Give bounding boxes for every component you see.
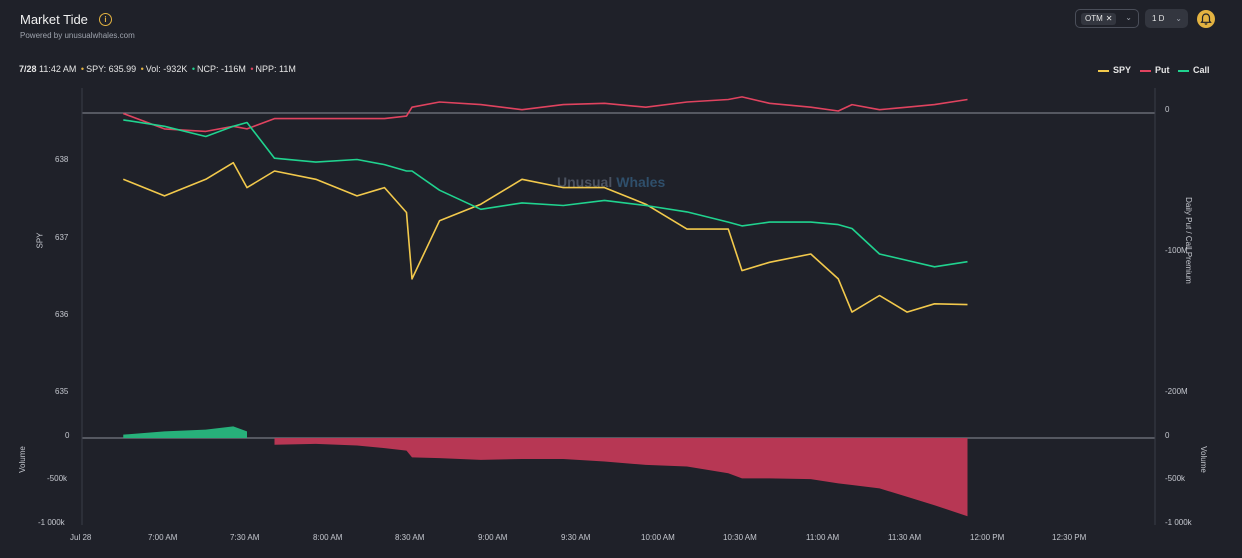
range-label: 1 D bbox=[1152, 14, 1165, 23]
premium-tick: 0 bbox=[1165, 105, 1170, 114]
time-tick: 11:30 AM bbox=[888, 533, 922, 542]
time-tick: 10:30 AM bbox=[723, 533, 757, 542]
volume-negative-area bbox=[274, 438, 968, 517]
info-icon[interactable]: i bbox=[99, 13, 112, 26]
otm-filter-tag[interactable]: OTM ✕ bbox=[1081, 13, 1117, 25]
chevron-down-icon: ⌄ bbox=[1175, 14, 1182, 23]
time-tick: 12:00 PM bbox=[970, 533, 1005, 542]
range-select[interactable]: 1 D ⌄ bbox=[1145, 9, 1188, 28]
volume-tick-left: -1 000k bbox=[38, 518, 65, 527]
legend-swatch-call bbox=[1178, 69, 1189, 72]
legend-label-put: Put bbox=[1155, 65, 1170, 75]
otm-filter-select[interactable]: OTM ✕ ⌄ bbox=[1075, 9, 1139, 28]
volume-tick-left: -500k bbox=[47, 474, 68, 483]
time-tick: 12:30 PM bbox=[1052, 533, 1087, 542]
legend-spy[interactable]: SPY bbox=[1098, 65, 1131, 75]
spy-tick: 638 bbox=[55, 155, 69, 164]
time-tick: 8:30 AM bbox=[395, 533, 425, 542]
volume-tick-left: 0 bbox=[65, 431, 70, 440]
bell-icon bbox=[1200, 13, 1212, 25]
time-tick: 9:30 AM bbox=[561, 533, 591, 542]
time-tick: 7:30 AM bbox=[230, 533, 260, 542]
premium-tick: -100M bbox=[1165, 246, 1188, 255]
status-ncp: NCP: -116M bbox=[197, 64, 246, 74]
premium-tick: -200M bbox=[1165, 387, 1188, 396]
spy-tick: 637 bbox=[55, 233, 69, 242]
legend-label-spy: SPY bbox=[1113, 65, 1132, 75]
series-line-call bbox=[123, 119, 968, 268]
watermark: Unusual Whales bbox=[557, 174, 665, 190]
legend-label-call: Call bbox=[1193, 65, 1210, 75]
status-date: 7/28 bbox=[19, 64, 37, 74]
close-icon[interactable]: ✕ bbox=[1105, 14, 1113, 23]
status-clock: 11:42 AM bbox=[39, 64, 77, 74]
time-tick: 11:00 AM bbox=[806, 533, 840, 542]
otm-filter-label: OTM bbox=[1085, 14, 1103, 23]
legend-call[interactable]: Call bbox=[1178, 65, 1210, 75]
alert-bell-button[interactable] bbox=[1197, 10, 1215, 28]
page-title: Market Tide bbox=[20, 12, 88, 27]
time-tick: 8:00 AM bbox=[313, 533, 343, 542]
spy-tick: 636 bbox=[55, 310, 69, 319]
status-readout: 7/28 11:42 AM • SPY: 635.99 • Vol: -932K •… bbox=[19, 64, 296, 74]
legend-put[interactable]: Put bbox=[1140, 65, 1170, 75]
time-tick: 7:00 AM bbox=[148, 533, 178, 542]
status-vol: Vol: -932K bbox=[145, 64, 188, 74]
time-tick: Jul 28 bbox=[70, 533, 92, 542]
spy-tick: 635 bbox=[55, 387, 69, 396]
volume-tick-right: -1 000k bbox=[1165, 518, 1192, 527]
series-line-put bbox=[123, 96, 968, 133]
volume-tick-right: 0 bbox=[1165, 431, 1170, 440]
status-spy: SPY: 635.99 bbox=[86, 64, 137, 74]
legend-swatch-spy bbox=[1098, 69, 1109, 72]
time-tick: 10:00 AM bbox=[641, 533, 675, 542]
time-tick: 9:00 AM bbox=[478, 533, 508, 542]
chevron-down-icon: ⌄ bbox=[1125, 13, 1132, 22]
status-npp: NPP: 11M bbox=[255, 64, 296, 74]
volume-tick-right: -500k bbox=[1165, 474, 1186, 483]
powered-by: Powered by unusualwhales.com bbox=[20, 31, 135, 40]
legend-swatch-put bbox=[1140, 69, 1151, 72]
volume-positive-area bbox=[123, 426, 247, 438]
series-line-spy bbox=[123, 161, 968, 313]
